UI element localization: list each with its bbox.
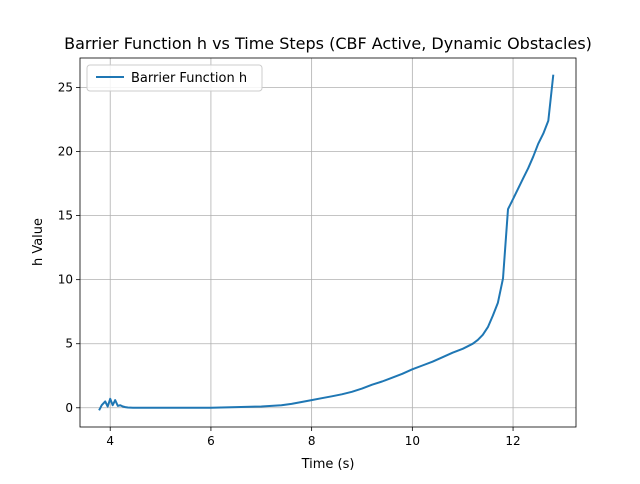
y-tick-label: 15 [58,209,73,223]
plot-series [98,74,555,411]
y-tick-label: 10 [58,273,73,287]
grid-lines [80,58,576,427]
y-tick-label: 5 [65,337,73,351]
legend: Barrier Function h [86,64,263,92]
y-tick-label: 0 [65,401,73,415]
y-axis-label: h Value [31,218,46,266]
x-tick-label: 6 [207,434,215,448]
legend-box [86,64,263,92]
axes-frame [79,57,577,428]
y-tick-label: 20 [58,145,73,159]
series-line-0 [98,74,555,411]
legend-label: Barrier Function h [131,71,247,86]
x-tick-label: 12 [505,434,520,448]
x-tick-label: 10 [405,434,420,448]
y-axis-ticks: 0 5 10 15 20 25 [58,80,80,415]
x-axis-ticks: 4 6 8 10 12 [106,427,521,448]
x-tick-label: 8 [308,434,316,448]
x-axis-label: Time (s) [301,457,355,472]
y-tick-label: 25 [58,80,73,94]
x-tick-label: 4 [106,434,114,448]
chart-title: Barrier Function h vs Time Steps (CBF Ac… [64,34,592,53]
